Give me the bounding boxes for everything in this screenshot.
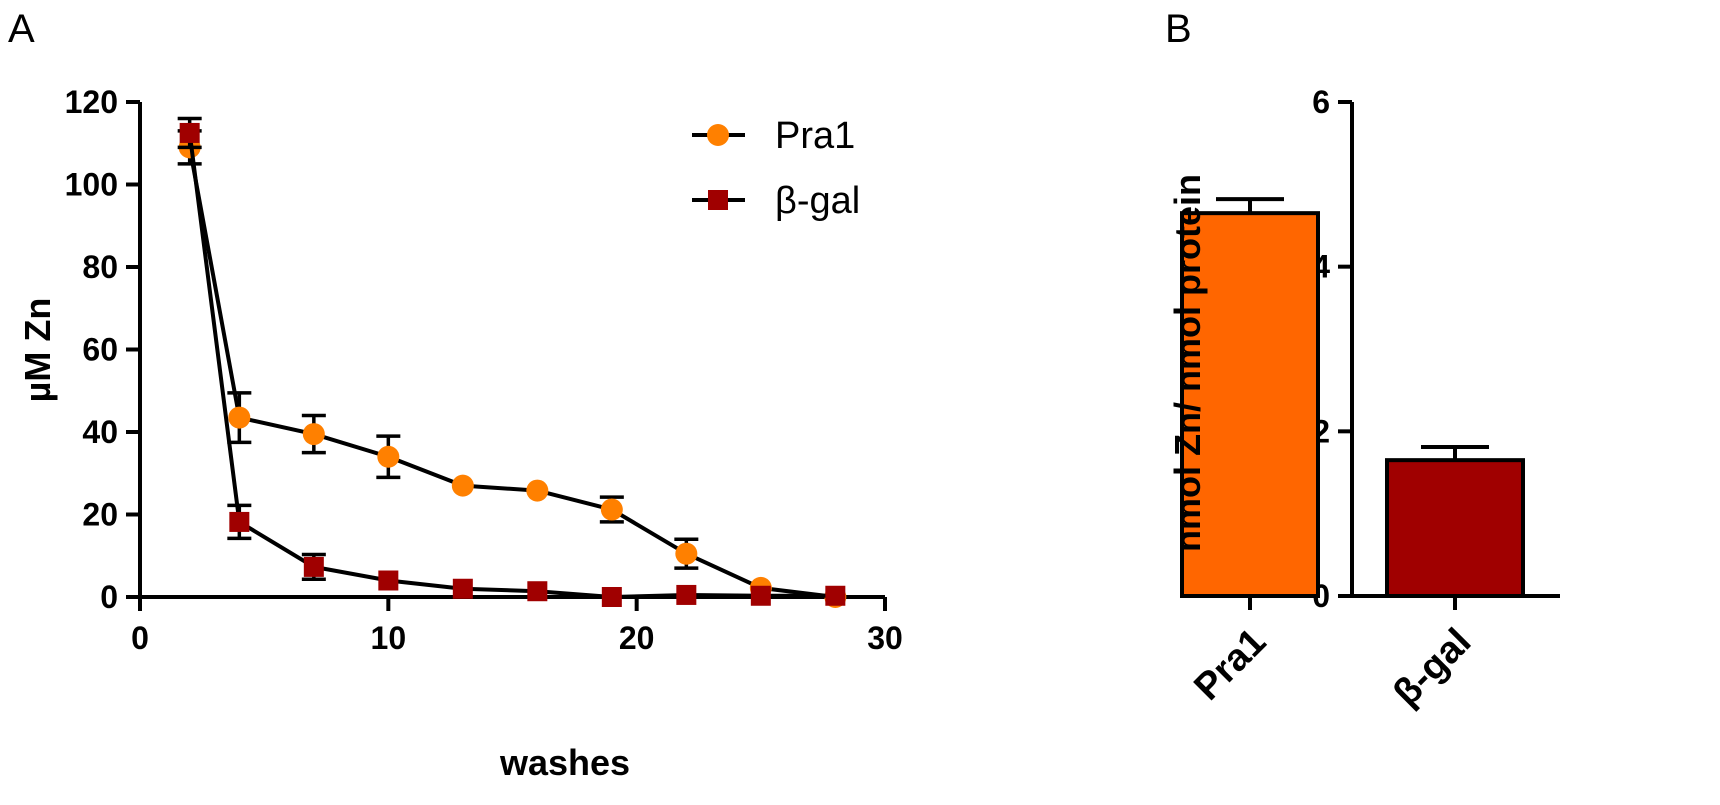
y-tick-label: 60 [82,332,118,368]
data-point [600,498,623,521]
line-chart-legend: Pra1 β-gal [692,115,860,222]
legend-label: Pra1 [775,115,855,157]
bar [1180,211,1320,598]
data-point [750,585,771,606]
data-point [825,585,846,606]
y-tick-label: 100 [65,167,118,203]
panel-label-a: A [8,7,35,51]
data-point [378,570,399,591]
data-point [302,423,325,446]
data-point [676,584,697,605]
x-tick-label: 0 [131,620,149,656]
data-point [675,542,698,565]
y-tick-label: 80 [82,249,118,285]
legend-marker [707,124,729,146]
data-point [451,474,474,497]
data-point [452,578,473,599]
series-0 [177,129,847,608]
x-axis-title: washes [499,742,630,783]
panel-label-b: B [1165,7,1192,51]
x-tick-label: 30 [867,620,903,656]
series-1 [177,116,846,607]
data-point [526,479,549,502]
y-tick-label: 20 [82,497,118,533]
y-tick-label: 120 [65,84,118,120]
series-line [187,132,836,599]
x-tick-label: 20 [619,620,655,656]
bar-y-tick-label: 6 [1312,84,1330,120]
data-point [229,511,250,532]
bar-category-label: Pra1 [1186,621,1274,709]
y-tick-label: 0 [100,579,118,615]
data-point [179,122,200,143]
series-line [187,147,836,599]
y-axis-title: µM Zn [17,298,58,403]
legend-label: β-gal [775,180,860,222]
data-point [601,587,622,607]
line-chart-axes: 0 20 40 60 80 100 120 0 10 20 30 [65,84,903,656]
data-point [303,556,324,577]
data-point [228,406,251,429]
data-point [377,445,400,468]
line-chart-series [177,116,847,608]
legend-marker [708,190,728,210]
bar [1385,458,1525,598]
bar-y-axis-title: nmol Zn/ nmol protein [1167,174,1208,552]
data-point [527,581,548,602]
x-tick-label: 10 [371,620,407,656]
bar-category-label: β-gal [1385,621,1479,715]
y-tick-label: 40 [82,414,118,450]
